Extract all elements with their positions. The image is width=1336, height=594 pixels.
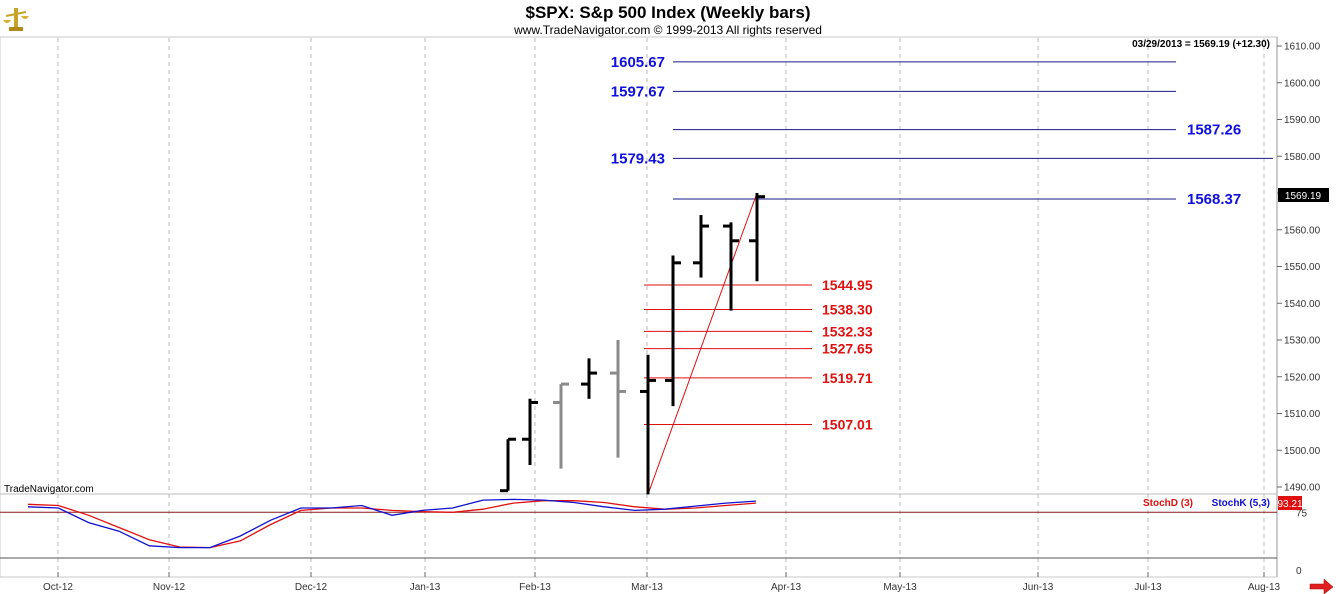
x-tick-label: Jun-13 (1023, 582, 1054, 593)
blue-level-label: 1587.26 (1187, 122, 1241, 139)
stochd-line (27, 500, 757, 549)
ohlc-bar (522, 398, 538, 465)
blue-level-label: 1597.67 (611, 83, 665, 100)
x-tick-label: Feb-13 (519, 582, 551, 593)
x-tick-label: May-13 (883, 582, 917, 593)
right-arrow-icon[interactable] (1309, 578, 1334, 594)
grid-lines (57, 38, 1265, 576)
red-level-label: 1519.71 (822, 370, 873, 386)
stoch-value-label: 93.21 (1277, 499, 1302, 510)
x-tick-label: Oct-12 (43, 582, 73, 593)
red-level-label: 1507.01 (822, 416, 873, 432)
red-level-label: 1538.30 (822, 301, 873, 317)
y-tick-label: 1520.00 (1284, 372, 1321, 383)
legend-stochk: StochK (5,3) (1212, 498, 1270, 509)
y-tick-label: 1610.00 (1284, 42, 1321, 53)
ohlc-bar (665, 255, 681, 407)
blue-level-label: 1605.67 (611, 54, 665, 71)
plot-frame (0, 36, 1278, 578)
price-bars (500, 193, 765, 495)
ohlc-bar (581, 358, 597, 399)
stochk-line (27, 498, 757, 549)
last-price-badge (1278, 188, 1329, 202)
red-level-label: 1527.65 (822, 341, 873, 357)
scales-icon (3, 8, 29, 31)
x-tick-label: Jan-13 (410, 582, 441, 593)
ohlc-bar (610, 340, 626, 458)
chart-title: $SPX: S&p 500 Index (Weekly bars) (525, 3, 810, 22)
blue-level-label: 1579.43 (611, 150, 665, 167)
y-tick-label: 1500.00 (1284, 446, 1321, 457)
ohlc-bar (553, 382, 569, 469)
y-axis: 1490.00 1500.00 1510.00 1520.00 1530.00 1540.… (1277, 42, 1321, 494)
y-tick-label: 1530.00 (1284, 336, 1321, 347)
trend-line (647, 192, 758, 495)
y-tick-label: 1560.00 (1284, 225, 1321, 236)
red-level-label: 1544.95 (822, 277, 873, 293)
x-axis: Oct-12 Nov-12 Dec-12 Jan-13 Feb-13 Mar-13 Apr-… (43, 572, 1281, 593)
stoch-y-tick-label: 75 (1296, 508, 1308, 519)
last-price-info: 03/29/2013 = 1569.19 (+12.30) (1132, 39, 1270, 50)
y-tick-label: 1550.00 (1284, 262, 1321, 273)
x-tick-label: Dec-12 (295, 582, 328, 593)
stochastic-pane: 0 75 (0, 498, 1308, 577)
x-tick-label: Jul-13 (1134, 582, 1162, 593)
ohlc-bar (723, 222, 739, 311)
x-tick-label: Nov-12 (153, 582, 186, 593)
ohlc-bar (500, 437, 516, 493)
last-price-label: 1569.19 (1285, 191, 1322, 202)
ohlc-bar (749, 193, 765, 282)
watermark: TradeNavigator.com (4, 484, 94, 495)
x-tick-label: Apr-13 (771, 582, 801, 593)
y-tick-label: 1600.00 (1284, 78, 1321, 89)
x-tick-label: Mar-13 (631, 582, 663, 593)
legend-stochd: StochD (3) (1143, 498, 1193, 509)
copyright: www.TradeNavigator.com © 1999-2013 All r… (513, 23, 822, 37)
y-tick-label: 1580.00 (1284, 152, 1321, 163)
stoch-y-tick-label: 0 (1296, 566, 1302, 577)
y-tick-label: 1590.00 (1284, 115, 1321, 126)
ohlc-bar (693, 215, 709, 278)
y-tick-label: 1510.00 (1284, 409, 1321, 420)
stoch-value-badge (1278, 496, 1302, 510)
y-tick-label: 1490.00 (1284, 483, 1321, 494)
blue-level-label: 1568.37 (1187, 191, 1241, 208)
y-tick-label: 1540.00 (1284, 299, 1321, 310)
blue-levels: 1605.67 1597.67 1587.26 1579.43 1568.37 (611, 54, 1273, 208)
ohlc-bar (640, 354, 656, 495)
red-level-label: 1532.33 (822, 323, 873, 339)
x-tick-label: Aug-13 (1248, 582, 1281, 593)
